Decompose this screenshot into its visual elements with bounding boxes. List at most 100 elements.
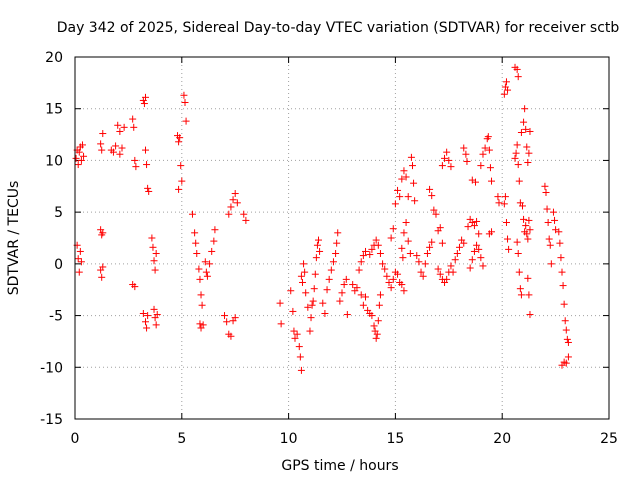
data-point [464,223,472,231]
data-point [520,118,528,126]
data-point [144,184,152,192]
y-tick-label: -10 [40,360,63,376]
data-point [143,324,151,332]
data-point [290,327,298,335]
data-point [515,177,523,185]
data-point [116,127,124,135]
data-point [193,250,201,258]
data-point [426,185,434,193]
data-point [545,235,553,243]
data-point [327,266,335,274]
data-point [372,236,380,244]
data-point [404,193,412,201]
data-point [559,282,567,290]
data-point [513,238,521,246]
data-point [438,239,446,247]
data-point [343,311,351,319]
data-point [525,216,533,224]
x-axis-title: GPS time / hours [281,458,398,474]
data-point [511,154,519,162]
x-tick-label: 20 [493,431,511,447]
data-point [329,258,337,266]
data-point [402,218,410,226]
data-point [180,91,188,99]
data-point [370,322,378,330]
data-point [521,105,529,113]
data-point [357,258,365,266]
data-point [307,314,315,322]
data-point [375,301,383,309]
data-point [353,284,361,292]
data-point [340,281,348,289]
data-point [297,366,305,374]
data-point [97,140,105,148]
data-point [201,258,209,266]
data-point [289,307,297,315]
data-point [301,268,309,276]
data-point [502,78,510,86]
data-point [514,73,522,81]
data-point [208,247,216,255]
data-point [432,210,440,218]
data-point [357,291,365,299]
data-point [541,182,549,190]
data-point [376,291,384,299]
data-point [477,254,485,262]
data-point [495,199,503,207]
data-point [300,260,308,268]
data-point [436,270,444,278]
data-point [524,274,532,282]
data-point [182,117,190,125]
data-point [470,222,478,230]
data-point [485,146,493,154]
y-tick-label: -5 [49,309,63,325]
data-point [391,200,399,208]
data-point [520,215,528,223]
data-point [438,162,446,170]
data-point [210,237,218,245]
data-point [192,239,200,247]
data-point [381,265,389,273]
data-point [383,272,391,280]
data-point [177,162,185,170]
data-point [398,175,406,183]
data-point [152,321,160,329]
data-point [198,301,206,309]
data-point [407,153,415,161]
data-point [139,310,147,318]
data-point [349,281,357,289]
data-point [500,90,508,98]
data-point [494,193,502,201]
data-point [148,234,156,242]
data-point [562,359,570,367]
data-point [361,293,369,301]
data-point [453,250,461,258]
data-point [387,284,395,292]
data-point [428,238,436,246]
data-point [373,330,381,338]
data-point [296,353,304,361]
data-point [501,193,509,201]
data-point [316,247,324,255]
data-point [413,252,421,260]
data-point [202,268,210,276]
data-point [150,305,158,313]
data-point [76,247,84,255]
data-point [523,143,531,151]
data-point [361,247,369,255]
data-point [526,226,534,234]
data-point [562,326,570,334]
data-point [549,208,557,216]
data-point [312,254,320,262]
data-point [400,167,408,175]
data-point [319,299,327,307]
data-point [132,163,140,171]
data-point [291,334,299,342]
data-point [359,252,367,260]
y-tick-label: 0 [54,257,63,273]
data-point [150,257,158,265]
data-point [152,250,160,258]
data-point [306,327,314,335]
data-point [297,272,305,280]
data-point [447,262,455,270]
